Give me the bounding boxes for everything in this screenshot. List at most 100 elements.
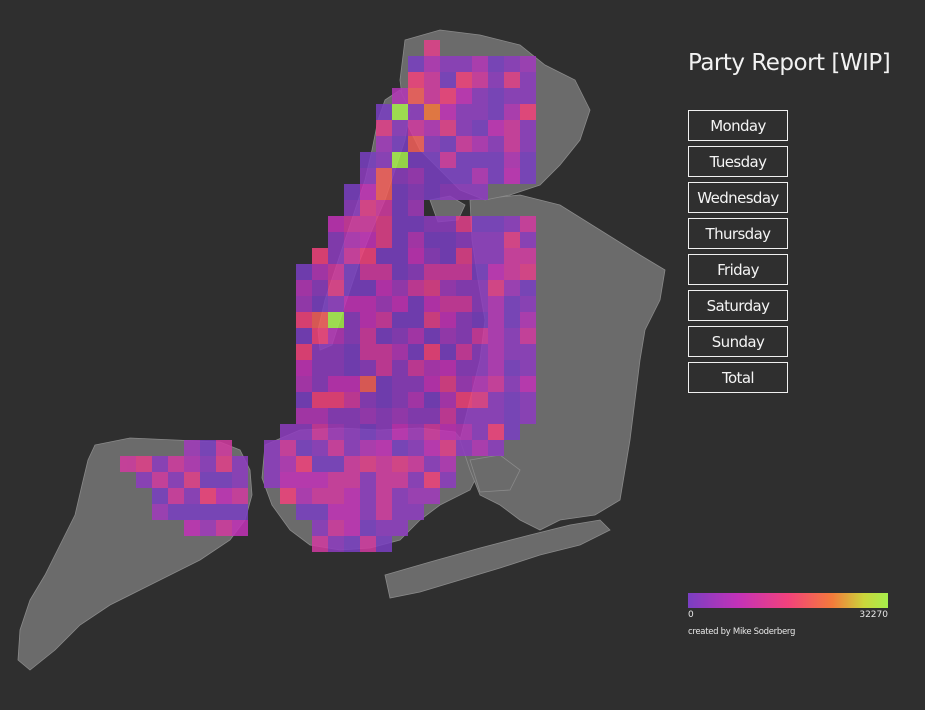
heatmap-cell [280, 488, 296, 504]
heatmap-cell [392, 312, 408, 328]
heatmap-cell [440, 120, 456, 136]
day-button-saturday[interactable]: Saturday [688, 290, 788, 321]
heatmap-cell [424, 280, 440, 296]
heatmap-cell [344, 184, 360, 200]
heatmap-cell [152, 472, 168, 488]
heatmap-cell [424, 168, 440, 184]
heatmap-cell [424, 216, 440, 232]
heatmap-cell [520, 56, 536, 72]
heatmap-cell [440, 168, 456, 184]
heatmap-cell [280, 424, 296, 440]
heatmap-cell [456, 88, 472, 104]
heatmap-cell [392, 504, 408, 520]
heatmap-cell [152, 504, 168, 520]
heatmap-cell [488, 120, 504, 136]
heatmap-cell [472, 232, 488, 248]
heatmap-cell [424, 88, 440, 104]
heatmap-cell [360, 408, 376, 424]
heatmap-cell [488, 248, 504, 264]
heatmap-cell [520, 328, 536, 344]
heatmap-cell [264, 472, 280, 488]
heatmap-cell [408, 88, 424, 104]
heatmap-cell [504, 104, 520, 120]
heatmap-cell [472, 360, 488, 376]
heatmap-cell [280, 456, 296, 472]
heatmap-cell [440, 152, 456, 168]
heatmap-cell [296, 472, 312, 488]
heatmap-cell [360, 488, 376, 504]
day-button-monday[interactable]: Monday [688, 110, 788, 141]
heatmap-cell [424, 440, 440, 456]
heatmap-cell [424, 232, 440, 248]
heatmap-cell [312, 456, 328, 472]
heatmap-cell [392, 456, 408, 472]
heatmap-cell [328, 520, 344, 536]
heatmap-cell [440, 456, 456, 472]
heatmap-cell [360, 152, 376, 168]
heatmap-cell [408, 120, 424, 136]
heatmap-cell [296, 312, 312, 328]
heatmap-cell [312, 440, 328, 456]
heatmap-cell [136, 456, 152, 472]
heatmap-cell [360, 216, 376, 232]
heatmap-cell [392, 152, 408, 168]
heatmap-cell [264, 456, 280, 472]
heatmap-cell [152, 456, 168, 472]
heatmap-cell [504, 120, 520, 136]
heatmap-cell [216, 456, 232, 472]
heatmap-cell [312, 328, 328, 344]
heatmap-cell [456, 376, 472, 392]
day-button-total[interactable]: Total [688, 362, 788, 393]
heatmap-cell [408, 248, 424, 264]
heatmap-cell [408, 72, 424, 88]
heatmap-cell [328, 456, 344, 472]
heatmap-cell [408, 264, 424, 280]
heatmap-cell [360, 472, 376, 488]
heatmap-cell [312, 504, 328, 520]
heatmap-cell [408, 312, 424, 328]
heatmap-cell [504, 328, 520, 344]
heatmap-cell [472, 440, 488, 456]
heatmap-cell [520, 296, 536, 312]
heatmap-cell [456, 360, 472, 376]
heatmap-cell [360, 456, 376, 472]
heatmap-cell [232, 488, 248, 504]
heatmap-cell [520, 408, 536, 424]
heatmap-cell [216, 520, 232, 536]
day-button-thursday[interactable]: Thursday [688, 218, 788, 249]
heatmap-cell [424, 184, 440, 200]
heatmap-cell [360, 328, 376, 344]
heatmap-cell [456, 152, 472, 168]
heatmap-cell [168, 472, 184, 488]
heatmap-cell [488, 408, 504, 424]
heatmap-cell [360, 360, 376, 376]
heatmap-cell [504, 152, 520, 168]
rockaway-shape [384, 519, 611, 599]
heatmap-cell [408, 408, 424, 424]
heatmap-cell [328, 360, 344, 376]
heatmap-cell [504, 360, 520, 376]
heatmap-cell [504, 168, 520, 184]
heatmap-cell [200, 472, 216, 488]
heatmap-cell [472, 184, 488, 200]
heatmap-cell [376, 232, 392, 248]
day-button-wednesday[interactable]: Wednesday [688, 182, 788, 213]
day-button-tuesday[interactable]: Tuesday [688, 146, 788, 177]
day-button-friday[interactable]: Friday [688, 254, 788, 285]
heatmap-cell [376, 152, 392, 168]
heatmap-cell [232, 520, 248, 536]
heatmap-cell [504, 216, 520, 232]
heatmap-cell [440, 360, 456, 376]
heatmap-cell [440, 328, 456, 344]
day-button-sunday[interactable]: Sunday [688, 326, 788, 357]
heatmap-cell [376, 488, 392, 504]
heatmap-cell [312, 472, 328, 488]
heatmap-cell [312, 536, 328, 552]
heatmap-cell [296, 504, 312, 520]
heatmap-cell [456, 216, 472, 232]
heatmap-cell [504, 312, 520, 328]
heatmap-map[interactable] [0, 0, 680, 710]
heatmap-cell [328, 440, 344, 456]
heatmap-cell [456, 440, 472, 456]
heatmap-cell [312, 520, 328, 536]
